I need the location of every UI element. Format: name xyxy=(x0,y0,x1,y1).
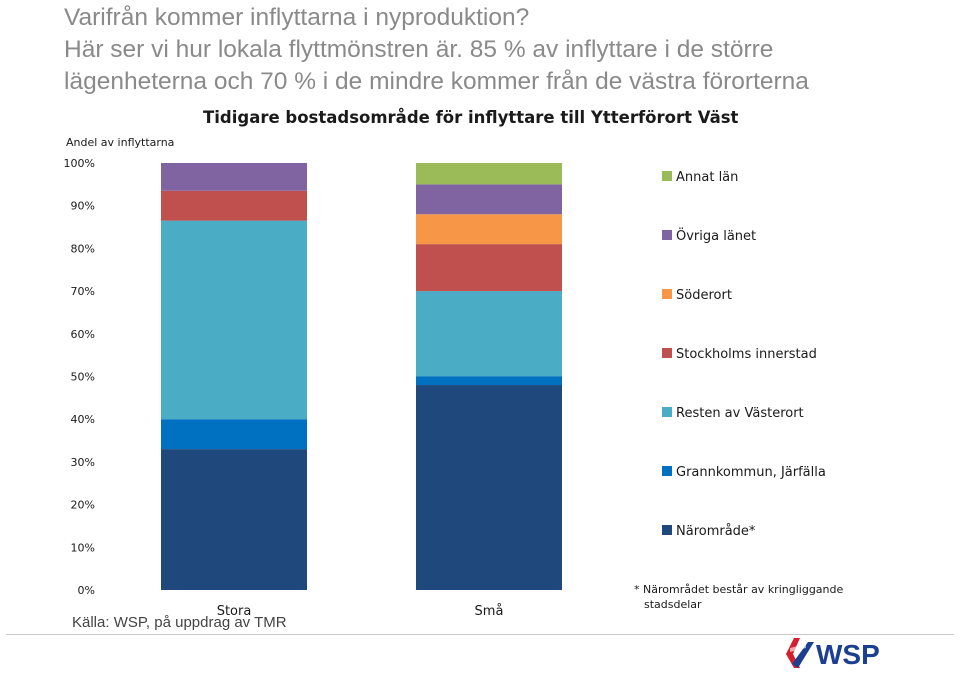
y-axis-label: Andel av inflyttarna xyxy=(66,136,175,149)
source-text: Källa: WSP, på uppdrag av TMR xyxy=(72,614,287,631)
footnote-line-1: * Närområdet består av kringliggande xyxy=(634,583,844,596)
headline-line-2: Här ser vi hur lokala flyttmönstren är. … xyxy=(64,36,774,63)
bar-segment xyxy=(416,385,562,590)
category-label: Stora xyxy=(217,604,252,619)
headline: Varifrån kommer inflyttarna i nyprodukti… xyxy=(64,2,954,98)
y-tick-label: 90% xyxy=(71,200,95,213)
legend-label: Grannkommun, Järfälla xyxy=(676,465,826,480)
bar-segment xyxy=(416,163,562,185)
logo-text: WSP xyxy=(816,639,880,670)
bar-segment xyxy=(161,190,307,221)
y-tick-label: 0% xyxy=(78,584,95,597)
footnote: * Närområdet består av kringliggande sta… xyxy=(634,582,864,612)
wsp-logo-icon: WSP xyxy=(786,638,880,670)
wsp-logo: WSP xyxy=(784,634,894,677)
y-tick-label: 70% xyxy=(71,285,95,298)
legend-label: Resten av Västerort xyxy=(676,406,804,421)
legend-swatch xyxy=(662,348,672,358)
y-tick-label: 40% xyxy=(71,413,95,426)
y-tick-label: 20% xyxy=(71,499,95,512)
y-tick-label: 50% xyxy=(71,371,95,384)
legend-swatch xyxy=(662,230,672,240)
bar-segment xyxy=(416,376,562,386)
y-tick-label: 100% xyxy=(64,157,95,170)
legend-label: Stockholms innerstad xyxy=(676,347,817,362)
y-tick-label: 60% xyxy=(71,328,95,341)
chart-title: Tidigare bostadsområde för inflyttare ti… xyxy=(203,108,739,127)
category-label: Små xyxy=(475,604,504,619)
legend-swatch xyxy=(662,466,672,476)
bar-segment xyxy=(416,291,562,377)
footer-divider xyxy=(6,634,954,635)
y-tick-label: 30% xyxy=(71,456,95,469)
legend-swatch xyxy=(662,407,672,417)
bar-segment xyxy=(161,449,307,590)
bar-segment xyxy=(161,419,307,450)
legend-swatch xyxy=(662,525,672,535)
bar-segment xyxy=(416,214,562,245)
legend-swatch xyxy=(662,171,672,181)
legend-swatch xyxy=(662,289,672,299)
y-tick-label: 80% xyxy=(71,242,95,255)
bar-segment xyxy=(416,184,562,215)
headline-line-3: lägenheterna och 70 % i de mindre kommer… xyxy=(64,68,809,95)
bar-segment xyxy=(161,163,307,191)
headline-line-1: Varifrån kommer inflyttarna i nyprodukti… xyxy=(64,4,530,31)
legend-label: Övriga länet xyxy=(676,227,756,244)
legend-label: Annat län xyxy=(676,170,738,185)
legend-label: Närområde* xyxy=(676,524,756,539)
legend-label: Söderort xyxy=(676,288,732,303)
footnote-line-2: stadsdelar xyxy=(644,598,702,611)
bar-segment xyxy=(161,220,307,420)
y-tick-label: 10% xyxy=(71,541,95,554)
bar-segment xyxy=(416,244,562,292)
